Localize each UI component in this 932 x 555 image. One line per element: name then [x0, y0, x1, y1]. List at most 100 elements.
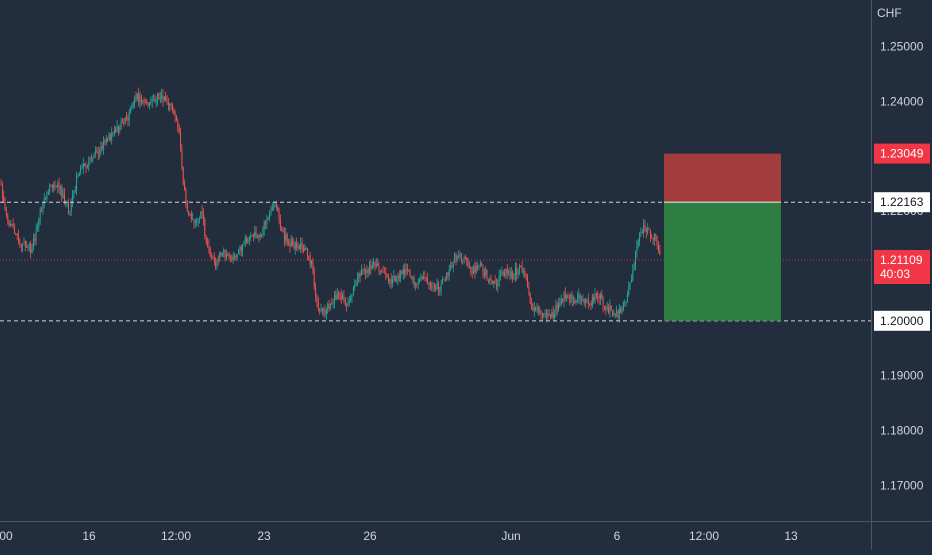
candle-body — [86, 166, 88, 168]
candle-body — [267, 217, 269, 219]
candle-body — [505, 268, 507, 276]
candle-body — [166, 99, 168, 103]
price-axis[interactable]: CHF 1.170001.180001.190001.200001.210001… — [874, 6, 930, 492]
candle-body — [219, 252, 221, 262]
candle-body — [313, 271, 315, 288]
candle-body — [4, 202, 6, 211]
candle-body — [656, 235, 658, 246]
candle-body — [355, 280, 357, 285]
candle-body — [442, 279, 443, 285]
candle-body — [378, 266, 380, 272]
candle-body — [626, 294, 628, 303]
candle-body — [374, 262, 376, 267]
candle-body — [242, 244, 244, 251]
candle-body — [566, 294, 568, 299]
candle-body — [348, 300, 350, 303]
candle-body — [61, 186, 63, 198]
candle-body — [491, 281, 493, 283]
candle-body — [481, 263, 483, 265]
candles — [0, 87, 661, 323]
candle-body — [474, 266, 476, 273]
candle-body — [208, 245, 210, 249]
candle-body — [173, 110, 175, 114]
candle-body — [277, 207, 279, 212]
candle-body — [205, 236, 207, 242]
candle-body — [66, 201, 68, 203]
candle-body — [252, 235, 254, 237]
candle-body — [46, 194, 48, 199]
candle-body — [238, 251, 240, 255]
candle-body — [18, 235, 20, 244]
candle-body — [508, 271, 510, 273]
candle-body — [454, 254, 456, 263]
candle-body — [116, 126, 118, 132]
candle-body — [560, 298, 562, 305]
candle-body — [171, 104, 173, 111]
candle-body — [532, 306, 534, 312]
candle-body — [128, 112, 130, 121]
candle-body — [385, 273, 387, 276]
candle-body — [443, 279, 445, 281]
candle-body — [285, 234, 287, 241]
candle-body — [659, 250, 661, 255]
candle-body — [346, 305, 348, 306]
candle-body — [363, 269, 365, 271]
candle-body — [261, 234, 262, 236]
candle-body — [142, 100, 144, 102]
candle-body — [1, 185, 3, 197]
candle-body — [483, 273, 485, 276]
take-profit-price-tag — [874, 310, 930, 331]
candle-body — [601, 294, 603, 298]
candle-body — [632, 270, 634, 280]
candle-body — [165, 96, 167, 100]
candle-body — [163, 96, 165, 101]
candle-body — [311, 260, 312, 265]
candle-body — [50, 185, 52, 187]
candle-body — [58, 183, 60, 189]
candle-body — [594, 293, 596, 302]
take-profit-zone[interactable] — [664, 202, 781, 321]
candle-body — [186, 201, 188, 212]
candle-body — [429, 282, 431, 286]
candle-body — [49, 185, 51, 193]
candle-body — [489, 278, 491, 280]
candle-body — [234, 255, 235, 258]
candle-body — [115, 129, 117, 132]
candle-body — [527, 276, 528, 286]
candle-body — [100, 146, 102, 153]
candle-body — [446, 272, 447, 281]
candle-body — [331, 303, 333, 305]
candle-body — [134, 97, 136, 104]
candle-body — [176, 116, 177, 121]
candle-body — [27, 245, 29, 248]
candle-body — [523, 271, 524, 273]
candle-body — [342, 296, 344, 300]
current-price-tag — [874, 250, 930, 284]
candle-body — [135, 97, 137, 99]
candle-body — [328, 303, 330, 309]
candle-body — [269, 214, 271, 218]
time-axis[interactable]: :00 16 12:00 23 26 Jun 6 12:00 13 — [0, 529, 798, 543]
candle-body — [427, 278, 429, 285]
candle-body — [308, 255, 310, 257]
candle-body — [336, 293, 338, 300]
candle-body — [270, 210, 272, 214]
candle-body — [248, 237, 250, 240]
candle-body — [450, 266, 452, 270]
time-tick-label: :00 — [0, 529, 13, 543]
candle-body — [620, 308, 622, 313]
candle-body — [85, 166, 87, 168]
candle-body — [281, 226, 283, 231]
time-tick-label: 12:00 — [689, 529, 719, 543]
candle-body — [365, 270, 366, 273]
candle-body — [304, 247, 306, 251]
candle-body — [155, 100, 157, 102]
candle-body — [307, 249, 308, 256]
stop-loss-zone[interactable] — [664, 153, 781, 203]
candle-body — [34, 239, 36, 241]
candle-body — [496, 284, 497, 286]
candle-body — [593, 297, 595, 302]
